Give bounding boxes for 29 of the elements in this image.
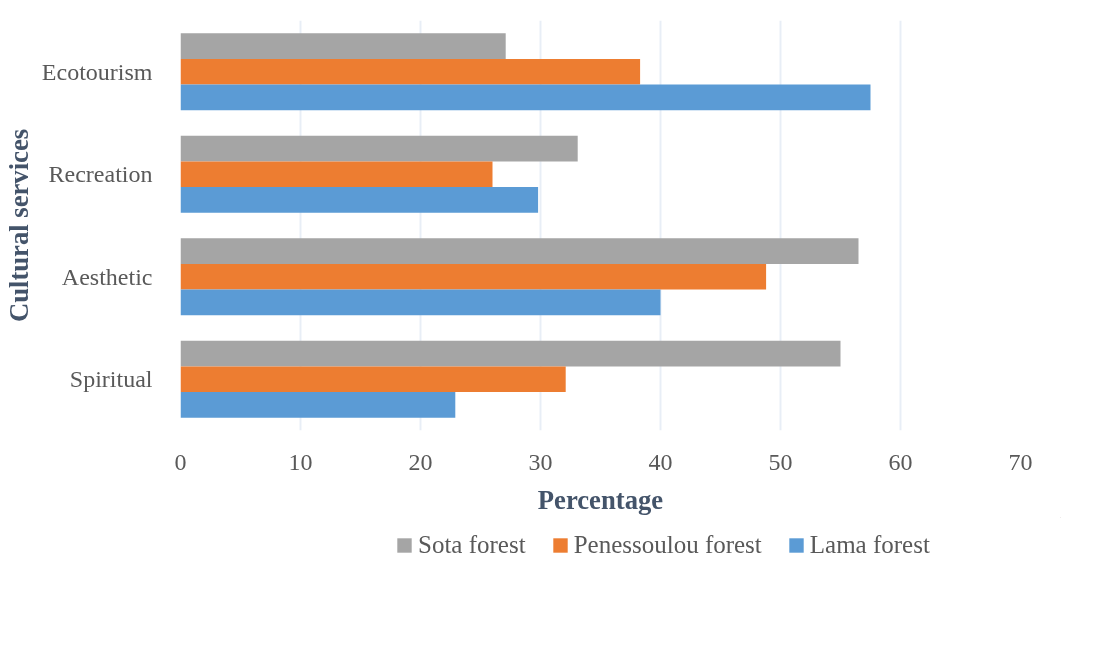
legend-label: Penessoulou forest bbox=[573, 531, 762, 559]
bar bbox=[180, 289, 661, 316]
y-tick-label: Ecotourism bbox=[41, 58, 153, 85]
bar bbox=[180, 135, 578, 162]
legend-label: Lama forest bbox=[809, 531, 930, 559]
bar bbox=[180, 161, 493, 188]
bar bbox=[180, 263, 767, 290]
x-axis-title: Percentage bbox=[537, 484, 664, 515]
bar bbox=[180, 187, 539, 213]
bar bbox=[180, 58, 641, 85]
legend-label: Sota forest bbox=[418, 531, 526, 559]
bar bbox=[180, 33, 506, 59]
bar bbox=[180, 392, 456, 418]
x-tick-label: 10 bbox=[288, 448, 313, 475]
y-axis-title: Cultural services bbox=[3, 128, 34, 323]
bar bbox=[180, 238, 859, 264]
x-tick-label: 40 bbox=[648, 448, 673, 475]
bar bbox=[180, 84, 871, 111]
bar bbox=[180, 366, 566, 393]
y-tick-label: Aesthetic bbox=[61, 263, 153, 290]
bar bbox=[180, 340, 841, 367]
x-tick-label: 60 bbox=[888, 448, 913, 475]
y-tick-label: Spiritual bbox=[69, 366, 153, 393]
x-tick-label: 30 bbox=[528, 448, 553, 475]
y-tick-label: Recreation bbox=[48, 161, 153, 188]
x-tick-label: 20 bbox=[408, 448, 433, 475]
x-tick-label: 70 bbox=[1008, 448, 1033, 475]
x-tick-label: 50 bbox=[768, 448, 793, 475]
x-tick-label: 0 bbox=[174, 448, 187, 475]
